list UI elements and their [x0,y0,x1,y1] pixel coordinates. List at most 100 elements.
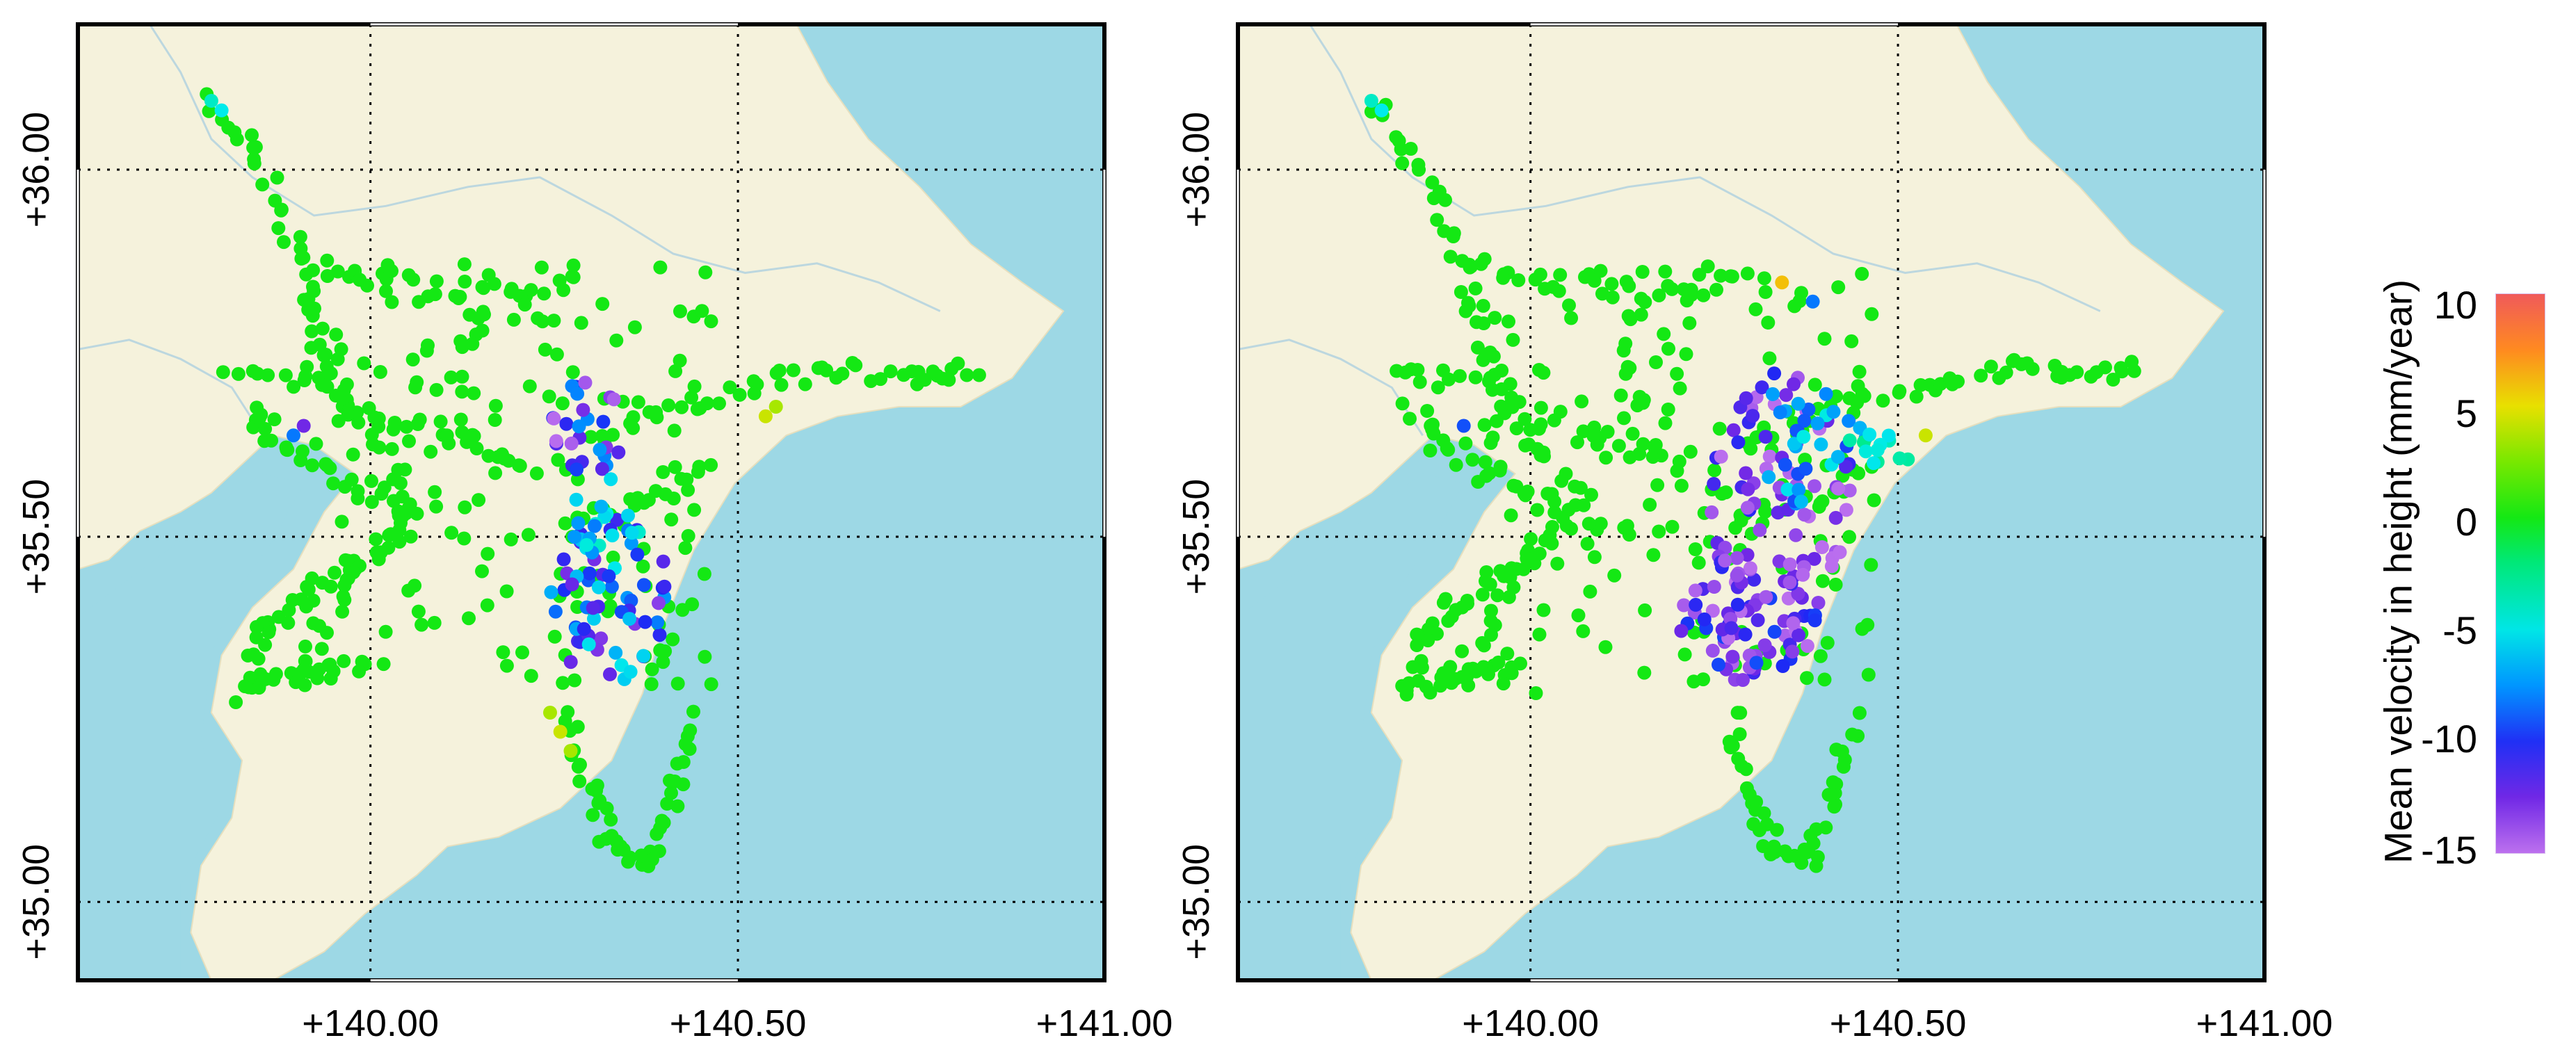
station-point [399,419,414,434]
station-point [606,550,620,565]
station-point [457,531,472,546]
station-point [1536,445,1551,460]
station-point [2125,355,2139,369]
station-point [1757,638,1772,653]
station-point [1714,449,1728,464]
station-point [1725,649,1740,664]
station-point [625,526,639,540]
station-point [1828,577,1843,592]
station-point [330,264,345,279]
station-point [1862,428,1877,441]
station-point [1739,466,1753,480]
station-point [1488,311,1502,325]
station-point [306,263,321,277]
x-tick-label: +141.00 [2196,1003,2333,1044]
station-point [1423,444,1438,457]
station-point [1805,294,1820,309]
station-point [1792,294,1807,308]
station-point [250,400,264,415]
station-point [1436,595,1451,610]
station-point [1475,587,1490,602]
station-point [667,423,682,438]
station-point [1808,613,1822,628]
station-point [337,592,352,607]
station-point [326,476,341,491]
station-point [621,508,635,523]
station-point [1643,498,1657,512]
colorbar-title: Mean velocity in height (mm/year) [2376,279,2420,864]
station-point [307,301,321,316]
station-point [1705,603,1720,618]
station-point [1593,264,1608,278]
station-point [1576,624,1591,638]
y-tick-label: +36.00 [15,112,57,228]
station-point [1506,332,1520,347]
station-point [524,283,538,298]
station-point [1797,414,1812,428]
station-point [579,537,594,552]
station-point [1496,270,1511,285]
station-point [926,364,940,379]
station-point [603,667,617,681]
station-point [1814,437,1828,452]
station-point [1493,564,1508,578]
station-point [214,103,229,117]
station-point [1580,537,1595,551]
station-point [1813,496,1828,511]
station-point [1421,633,1435,648]
station-point [1658,264,1673,279]
station-point [942,373,956,387]
tokyo-bay [1238,473,1464,980]
station-point [2070,365,2084,380]
station-point [1865,307,1879,321]
station-point [1731,752,1746,766]
station-point [1484,603,1498,618]
station-point [264,433,279,448]
station-point [604,472,618,487]
station-point [372,440,387,455]
station-point [1553,268,1568,282]
station-point [1399,688,1414,702]
station-point [387,494,401,508]
station-point [453,412,468,427]
colorbar-tick-label: 0 [2455,500,2477,544]
station-point [298,678,312,692]
station-point [499,658,514,673]
station-point [1600,425,1615,439]
station-point [571,516,586,530]
station-point [1504,508,1518,523]
station-point [1861,667,1876,682]
station-point [1470,340,1485,355]
station-point [1858,444,1873,459]
station-point [1800,671,1814,686]
station-point [1692,268,1707,282]
station-point [565,577,579,592]
station-point [246,140,261,155]
station-point [883,364,898,379]
station-point [1623,361,1637,375]
station-point [1785,644,1800,659]
station-point [306,616,321,631]
station-point [1831,280,1846,295]
station-point [216,365,230,380]
station-point [670,676,685,691]
station-point [1436,666,1451,681]
station-point [556,676,570,690]
station-point [504,532,518,546]
y-tick-label: +35.00 [1175,844,1217,960]
station-point [455,369,469,384]
station-point [668,364,683,378]
colorbar-tick-label: 10 [2433,283,2477,327]
station-point [315,321,330,336]
station-point [360,278,374,293]
station-point [1512,395,1527,410]
station-point [1562,298,1576,313]
station-point [371,552,386,567]
station-point [1494,399,1508,414]
station-point [386,422,401,437]
station-point [271,221,286,236]
station-point [1766,387,1780,401]
station-point [378,624,393,639]
prefecture-border [149,24,941,312]
station-point [411,604,426,619]
